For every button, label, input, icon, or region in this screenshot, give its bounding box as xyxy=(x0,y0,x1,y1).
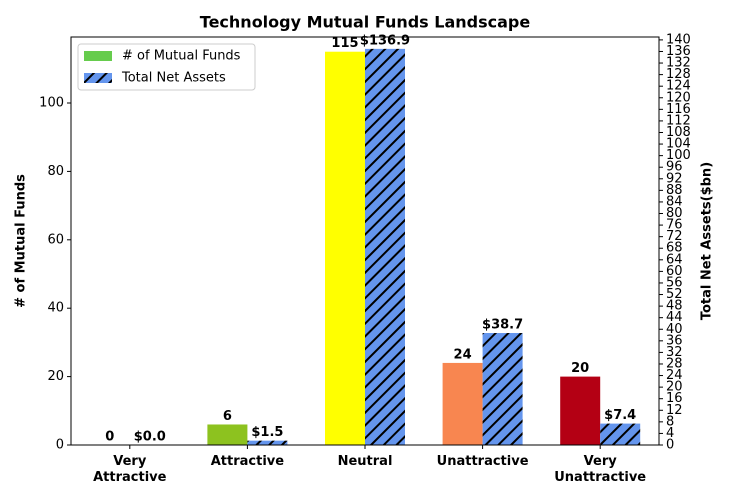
legend-label: # of Mutual Funds xyxy=(122,49,241,64)
y-tick-label: 20 xyxy=(47,369,64,384)
y2-tick-label: 104 xyxy=(666,137,691,152)
y2-tick-label: 112 xyxy=(666,113,691,128)
y2-tick-label: 76 xyxy=(666,218,683,233)
y2-tick-label: 84 xyxy=(666,194,683,209)
legend-box xyxy=(77,43,256,91)
y2-tick-label: 80 xyxy=(666,206,683,221)
y2-tick-label: 16 xyxy=(666,391,683,406)
y2-tick-label: 20 xyxy=(666,380,683,395)
value-label: 6 xyxy=(223,409,232,424)
value-label: 20 xyxy=(571,361,589,376)
x-tick-label: Attractive xyxy=(211,454,285,469)
bar xyxy=(325,51,365,446)
y2-tick-label: 40 xyxy=(666,322,683,337)
y2-tick-label: 140 xyxy=(666,32,691,47)
x-tick-label: Neutral xyxy=(338,454,393,469)
y-tick-label: 60 xyxy=(47,232,64,247)
value-label: $136.9 xyxy=(360,33,410,48)
x-tick-label: Unattractive xyxy=(437,454,529,469)
y2-tick-label: 108 xyxy=(666,125,691,140)
value-label: 115 xyxy=(331,36,358,51)
y2-tick-label: 136 xyxy=(666,44,691,59)
y2-tick-label: 12 xyxy=(666,403,683,418)
chart-title: Technology Mutual Funds Landscape xyxy=(200,13,531,32)
y2-tick-label: 68 xyxy=(666,241,683,256)
value-label: $38.7 xyxy=(482,318,523,333)
x-tick-label: Very Attractive xyxy=(93,454,167,485)
y2-tick-label: 116 xyxy=(666,102,691,117)
y2-tick-label: 128 xyxy=(666,67,691,82)
bar xyxy=(560,376,601,445)
y-axis-label: # of Mutual Funds xyxy=(14,174,29,308)
y2-tick-label: 4 xyxy=(666,426,674,441)
y-tick-label: 40 xyxy=(47,301,64,316)
x-tick-label: Very Unattractive xyxy=(554,454,646,485)
legend-swatch xyxy=(84,51,112,61)
y2-tick-label: 96 xyxy=(666,160,683,175)
plot-frame xyxy=(70,36,660,446)
y2-axis-label: Total Net Assets($bn) xyxy=(700,162,715,320)
y2-tick-label: 44 xyxy=(666,310,683,325)
y-tick-label: 100 xyxy=(39,96,64,111)
bar xyxy=(600,423,641,445)
value-label: $0.0 xyxy=(134,430,166,445)
y2-tick-label: 52 xyxy=(666,287,683,302)
legend-label: Total Net Assets xyxy=(121,71,226,86)
value-label: $1.5 xyxy=(251,425,283,440)
y2-tick-label: 24 xyxy=(666,368,683,383)
value-label: 0 xyxy=(105,430,114,445)
y2-tick-label: 8 xyxy=(666,414,674,429)
bar xyxy=(247,440,288,445)
bar xyxy=(207,424,248,445)
y2-tick-label: 124 xyxy=(666,79,691,94)
y2-tick-label: 88 xyxy=(666,183,683,198)
y2-tick-label: 0 xyxy=(666,438,674,453)
y2-tick-label: 100 xyxy=(666,148,691,163)
value-label: 24 xyxy=(454,347,472,362)
y2-tick-label: 72 xyxy=(666,229,683,244)
y-tick-label: 0 xyxy=(56,438,64,453)
bar xyxy=(482,333,523,445)
y2-tick-label: 132 xyxy=(666,56,691,71)
bar xyxy=(365,48,405,445)
value-label: $7.4 xyxy=(604,408,636,423)
y2-tick-label: 120 xyxy=(666,90,691,105)
y2-tick-label: 28 xyxy=(666,356,683,371)
y2-tick-label: 56 xyxy=(666,275,683,290)
y-tick-label: 80 xyxy=(47,164,64,179)
y2-tick-label: 48 xyxy=(666,299,683,314)
y2-tick-label: 60 xyxy=(666,264,683,279)
y2-tick-label: 36 xyxy=(666,333,683,348)
y2-tick-label: 32 xyxy=(666,345,683,360)
y2-tick-label: 92 xyxy=(666,171,683,186)
legend-swatch xyxy=(84,73,112,83)
bar xyxy=(442,362,483,445)
y2-tick-label: 64 xyxy=(666,252,683,267)
